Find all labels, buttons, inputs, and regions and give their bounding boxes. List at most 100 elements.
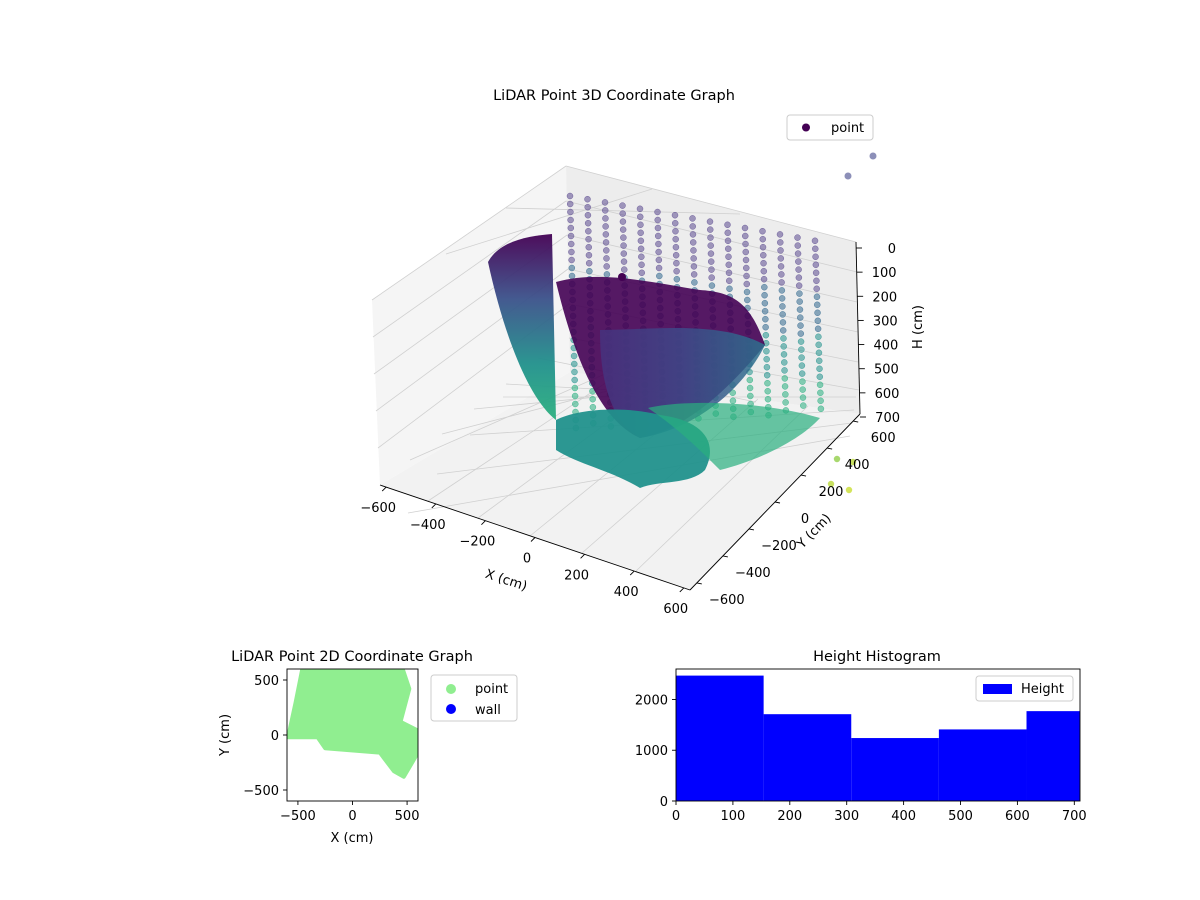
x3d-tick-label: 400 — [614, 585, 639, 600]
point-marker — [638, 261, 645, 269]
point-marker — [779, 311, 786, 318]
histogram-legend-box — [975, 675, 1074, 702]
point-marker — [796, 290, 803, 297]
point-marker — [655, 240, 662, 248]
point-marker — [815, 341, 822, 349]
legend3d-label: point — [831, 121, 864, 136]
point-marker — [777, 255, 785, 262]
point-marker — [725, 269, 733, 277]
floor-right-surface — [648, 402, 820, 470]
histogram-x-tick-label: 100 — [720, 809, 745, 824]
plot3d: LiDAR Point 3D Coordinate Graph — [360, 88, 926, 617]
x2d-tick-label: 500 — [395, 809, 420, 824]
point-marker — [795, 282, 803, 289]
histogram-bar — [676, 675, 764, 801]
point-marker — [620, 250, 628, 257]
point-marker — [726, 285, 733, 293]
y3d-tick-label: 0 — [801, 512, 809, 527]
y2d-ticks: −500 0 500 — [243, 674, 287, 799]
point-marker — [795, 258, 802, 265]
point-marker — [744, 296, 751, 304]
point-marker — [672, 227, 679, 235]
x3d-tick — [481, 520, 486, 526]
point-marker — [743, 264, 750, 272]
histogram-x-tick-label: 0 — [672, 809, 680, 824]
y2d-tick-label: −500 — [243, 784, 279, 799]
x3d-ticks: −600 −400 −200 0 200 400 600 — [360, 486, 688, 617]
y3d-tick-label: −200 — [761, 539, 797, 554]
histogram-x-tick-label: 200 — [777, 809, 802, 824]
point-marker — [690, 255, 697, 262]
legend2d-marker-point — [446, 684, 456, 694]
point-marker — [725, 277, 733, 285]
point-marker — [601, 199, 609, 206]
y3d-tick — [853, 420, 859, 423]
outlier-point — [869, 152, 877, 160]
point-marker — [761, 299, 769, 307]
point-marker — [707, 250, 715, 257]
point-marker — [760, 267, 768, 275]
point-marker — [638, 269, 646, 277]
y3d-tick-label: 200 — [819, 485, 844, 500]
point-marker — [779, 303, 786, 310]
histogram-legend-swatch — [983, 684, 1012, 694]
point-marker — [706, 218, 714, 225]
point-marker — [746, 384, 754, 392]
histogram-bar — [1026, 711, 1080, 801]
z3d-tick-label: 100 — [872, 266, 897, 281]
legend3d: point — [786, 114, 874, 141]
point-marker — [729, 397, 737, 405]
z3d-ticks: 0 100 200 300 400 500 600 700 — [856, 242, 900, 426]
point-marker — [638, 253, 645, 261]
point-marker — [817, 405, 825, 413]
point-marker — [781, 367, 788, 374]
point-marker — [585, 251, 593, 259]
point-marker — [689, 239, 697, 246]
point-marker — [743, 280, 751, 288]
point-marker — [724, 229, 731, 237]
point-marker — [673, 259, 680, 267]
outlier-point — [845, 486, 853, 494]
y3d-tick-label: 400 — [845, 458, 870, 473]
point-marker — [637, 237, 645, 245]
point-marker — [671, 219, 679, 227]
point-marker — [637, 245, 645, 253]
histogram-x-tick-label: 600 — [1005, 809, 1030, 824]
plot2d: LiDAR Point 2D Coordinate Graph −500 0 500… — [218, 649, 518, 846]
point-marker — [707, 242, 714, 249]
x2d-tick-label: 0 — [348, 809, 356, 824]
point-marker — [762, 323, 769, 331]
point-marker — [566, 192, 574, 200]
point-marker — [654, 216, 661, 224]
y3d-tick-label: 600 — [871, 431, 896, 446]
point-marker — [602, 231, 610, 238]
y3d-tick-label: −400 — [735, 566, 771, 581]
outlier-point — [827, 480, 835, 488]
point-marker — [812, 253, 819, 261]
y2d-tick-label: 0 — [271, 729, 279, 744]
point-marker — [816, 373, 824, 381]
point-marker — [619, 210, 626, 217]
point-marker — [708, 266, 715, 273]
point-marker — [655, 248, 662, 256]
point-cloud — [488, 152, 877, 494]
point-marker — [778, 279, 785, 286]
plot3d-title: LiDAR Point 3D Coordinate Graph — [493, 88, 735, 104]
point-marker — [585, 227, 592, 235]
point-marker — [760, 275, 768, 283]
point-marker — [603, 247, 610, 254]
point-marker — [814, 317, 822, 325]
point-marker — [798, 362, 806, 369]
point-marker — [813, 293, 821, 301]
histogram-bar — [763, 714, 852, 801]
point-marker — [762, 315, 769, 323]
point-marker — [567, 224, 575, 232]
point-marker — [619, 226, 627, 233]
left-wall-surface — [488, 234, 556, 420]
point-marker — [672, 235, 679, 243]
point-marker — [813, 277, 820, 285]
x3d-tick-label: −400 — [410, 518, 446, 533]
z3d-tick-label: 200 — [872, 290, 897, 305]
point-marker — [603, 255, 610, 262]
